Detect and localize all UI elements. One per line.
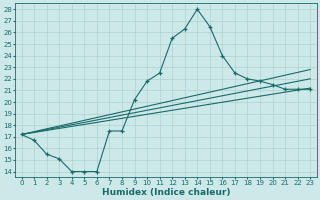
X-axis label: Humidex (Indice chaleur): Humidex (Indice chaleur) xyxy=(102,188,230,197)
